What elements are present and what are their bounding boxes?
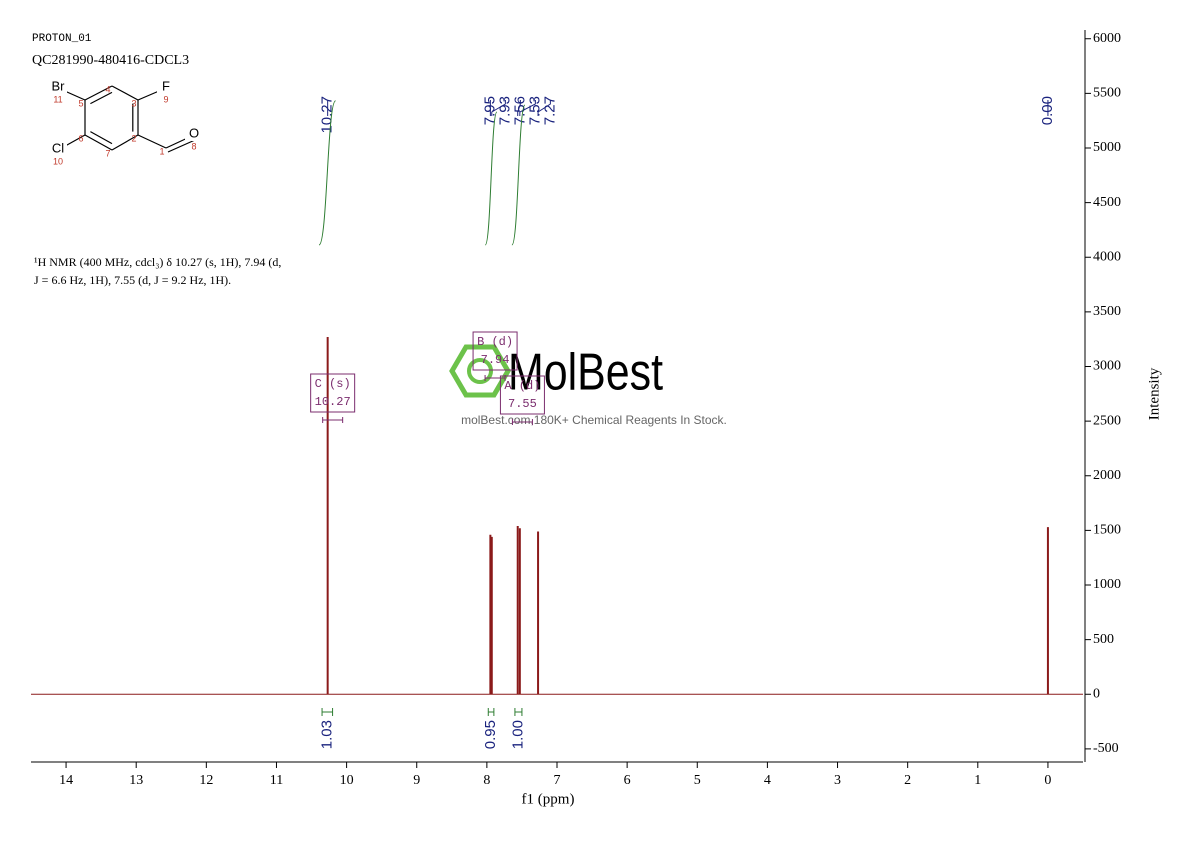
logo bbox=[449, 344, 511, 398]
x-tick-label: 1 bbox=[974, 773, 981, 788]
atom-bg bbox=[185, 127, 203, 141]
y-tick-label: 2500 bbox=[1093, 413, 1121, 428]
x-tick-label: 8 bbox=[483, 773, 490, 788]
peak-pick-connector bbox=[519, 100, 536, 116]
y-tick-label: 5500 bbox=[1093, 86, 1121, 101]
multiplet-name: C (s) bbox=[315, 377, 351, 391]
watermark-brand: MolBest bbox=[508, 344, 663, 402]
peak-pick-label: 7.56 bbox=[511, 96, 528, 125]
atom-number: 4 bbox=[105, 84, 110, 94]
multiplet-bracket bbox=[511, 419, 533, 425]
peak-pick-label: 0.00 bbox=[1039, 96, 1056, 125]
y-tick-label: 500 bbox=[1093, 632, 1114, 647]
integral-label: 0.95 bbox=[482, 720, 499, 749]
bond bbox=[90, 91, 113, 105]
multiplet-bracket bbox=[322, 417, 344, 423]
integral-bracket bbox=[321, 708, 334, 716]
atom-number: 9 bbox=[163, 94, 168, 104]
description-line: ¹H NMR (400 MHz, cdcl₃) δ 10.27 (s, 1H),… bbox=[34, 255, 281, 269]
atom-number: 8 bbox=[191, 141, 196, 151]
x-axis-label: f1 (ppm) bbox=[522, 791, 575, 807]
bond bbox=[90, 131, 113, 145]
x-tick-label: 11 bbox=[270, 773, 283, 788]
atom-symbol: O bbox=[189, 125, 199, 140]
integral-bracket bbox=[487, 708, 495, 716]
y-tick-label: 4000 bbox=[1093, 249, 1121, 264]
integral-curve bbox=[484, 111, 498, 246]
x-tick-label: 14 bbox=[59, 773, 73, 788]
integral-curve bbox=[318, 100, 337, 246]
peak-pick-label: 7.95 bbox=[481, 96, 498, 125]
integral-label: 1.03 bbox=[318, 720, 335, 749]
x-tick-label: 5 bbox=[694, 773, 701, 788]
bond bbox=[111, 85, 139, 101]
peak-pick-label: 10.27 bbox=[319, 96, 336, 134]
x-tick-label: 9 bbox=[413, 773, 420, 788]
description-line: J = 6.6 Hz, 1H), 7.55 (d, J = 9.2 Hz, 1H… bbox=[34, 273, 231, 287]
atom-number: 3 bbox=[131, 98, 136, 108]
multiplet-box bbox=[310, 373, 356, 413]
x-tick-label: 3 bbox=[834, 773, 841, 788]
bond bbox=[84, 134, 113, 151]
y-tick-label: 3000 bbox=[1093, 359, 1121, 374]
atom-bg bbox=[157, 80, 175, 94]
bond bbox=[111, 134, 139, 151]
multiplet-shift: 7.94 bbox=[481, 353, 510, 367]
multiplet-box bbox=[472, 331, 518, 371]
peak-pick-connector bbox=[537, 100, 551, 116]
y-tick-label: 5000 bbox=[1093, 140, 1121, 155]
y-tick-label: 2000 bbox=[1093, 468, 1121, 483]
x-tick-label: 0 bbox=[1044, 773, 1051, 788]
multiplet-name: A (d) bbox=[504, 379, 540, 393]
bond bbox=[167, 139, 196, 153]
atom-bg bbox=[49, 142, 67, 156]
peak-pick-connector bbox=[517, 100, 521, 116]
y-tick-label: 1000 bbox=[1093, 577, 1121, 592]
y-tick-label: 3500 bbox=[1093, 304, 1121, 319]
bond bbox=[84, 85, 113, 101]
multiplet-name: B (d) bbox=[477, 335, 513, 349]
atom-number: 5 bbox=[78, 98, 83, 108]
sample: QC281990-480416-CDCL3 bbox=[32, 53, 189, 68]
peak-pick-connector bbox=[491, 100, 506, 116]
y-tick-label: 4500 bbox=[1093, 195, 1121, 210]
x-tick-label: 6 bbox=[624, 773, 631, 788]
experiment: PROTON_01 bbox=[32, 33, 92, 45]
atom-number: 2 bbox=[131, 133, 136, 143]
x-tick-label: 4 bbox=[764, 773, 771, 788]
peak-pick-label: 7.53 bbox=[526, 96, 543, 125]
x-tick-label: 12 bbox=[199, 773, 213, 788]
multiplet-box bbox=[499, 375, 545, 415]
atom-number: 7 bbox=[105, 148, 110, 158]
y-tick-label: 1500 bbox=[1093, 523, 1121, 538]
y-tick-label: 0 bbox=[1093, 686, 1100, 701]
atom-symbol: Cl bbox=[52, 140, 64, 155]
x-tick-label: 13 bbox=[129, 773, 143, 788]
y-tick-label: 6000 bbox=[1093, 31, 1121, 46]
integral-bracket bbox=[514, 708, 523, 716]
peak-pick-label: 7.93 bbox=[496, 96, 513, 125]
atom-bg bbox=[49, 80, 67, 94]
integral-curve bbox=[511, 104, 526, 246]
y-axis-label: Intensity bbox=[1146, 367, 1162, 420]
x-tick-label: 2 bbox=[904, 773, 911, 788]
atom-symbol: Br bbox=[52, 78, 66, 93]
integral-label: 1.00 bbox=[509, 720, 526, 749]
atom-number: 10 bbox=[53, 156, 63, 166]
atom-number: 6 bbox=[78, 133, 83, 143]
peak-pick-label: 7.27 bbox=[541, 96, 558, 125]
multiplet-shift: 10.27 bbox=[315, 395, 351, 409]
y-tick-label: -500 bbox=[1093, 741, 1119, 756]
x-tick-label: 7 bbox=[554, 773, 561, 788]
watermark-tagline: molBest.com,180K+ Chemical Reagents In S… bbox=[461, 413, 727, 427]
bond bbox=[137, 134, 167, 149]
multiplet-shift: 7.55 bbox=[508, 397, 537, 411]
atom-number: 1 bbox=[159, 146, 164, 156]
atom-number: 11 bbox=[53, 94, 62, 104]
atom-symbol: F bbox=[162, 78, 170, 93]
x-tick-label: 10 bbox=[340, 773, 354, 788]
